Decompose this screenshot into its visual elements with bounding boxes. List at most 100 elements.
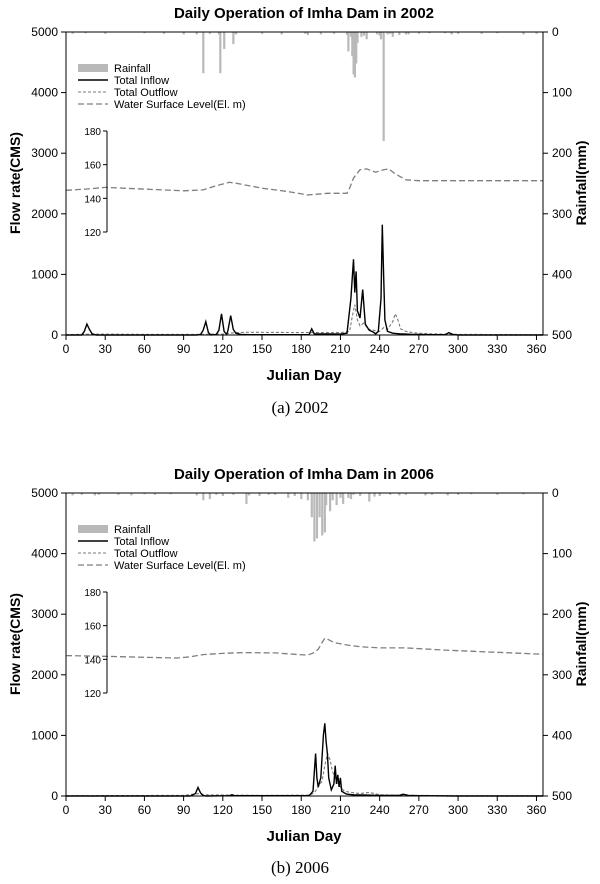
- rainfall-bar: [345, 32, 349, 36]
- rainfall-bar: [373, 493, 376, 497]
- x-tick-label: 90: [177, 803, 191, 817]
- rainfall-bar: [428, 32, 431, 34]
- rainfall-bar: [310, 493, 313, 518]
- y-tick-label: 2000: [31, 668, 58, 682]
- rainfall-bar: [342, 493, 345, 504]
- x-tick-label: 120: [213, 803, 233, 817]
- rainfall-bar: [365, 32, 368, 40]
- rainfall-bar: [300, 493, 303, 500]
- rainfall-bar: [130, 493, 133, 496]
- x-tick-label: 150: [252, 342, 272, 356]
- x-tick-label: 30: [99, 342, 113, 356]
- rainfall-bar: [117, 493, 120, 495]
- x-tick-label: 240: [370, 342, 390, 356]
- rainfall-bar: [223, 32, 226, 49]
- rainfall-bar: [347, 32, 350, 52]
- rainfall-bar: [219, 32, 222, 74]
- y-tick-label: 0: [51, 789, 58, 803]
- y2-tick-label: 0: [552, 486, 559, 500]
- rainfall-bar: [352, 32, 355, 75]
- x-axis-label: Julian Day: [266, 828, 342, 845]
- rainfall-bar: [71, 32, 74, 34]
- rainfall-bar: [457, 493, 460, 495]
- chart-2006: Daily Operation of Imha Dam in 2006 0 30 6…: [7, 466, 589, 845]
- rainfall-bar: [195, 32, 198, 35]
- y2-axis-label: Rainfall(mm): [573, 141, 589, 226]
- inset-tick-label: 120: [84, 689, 101, 700]
- legend-label: Total Inflow: [114, 75, 169, 87]
- rainfall-bar: [325, 493, 328, 506]
- rainfall-bar: [335, 493, 338, 506]
- rainfall-bar: [97, 493, 100, 495]
- rainfall-bar: [522, 493, 525, 495]
- y-tick-label: 2000: [31, 207, 58, 221]
- rainfall-bar: [360, 32, 363, 37]
- rainfall-bar: [71, 493, 74, 496]
- y2-tick-label: 0: [552, 25, 559, 39]
- rainfall-bar: [267, 493, 270, 495]
- rainfall-bar: [378, 32, 381, 36]
- legend-label: Total Inflow: [114, 536, 169, 548]
- rainfall-bar: [353, 32, 357, 78]
- rainfall-bar: [304, 32, 307, 34]
- rainfall-bar: [234, 32, 238, 35]
- rainfall-bar: [398, 493, 401, 496]
- rainfall-bar: [163, 32, 166, 34]
- y2-tick-label: 300: [552, 668, 572, 682]
- rainfall-bar: [424, 493, 427, 496]
- rainfall-bar: [535, 32, 538, 34]
- chart-title: Daily Operation of Imha Dam in 2002: [174, 5, 434, 22]
- rainfall-bar: [245, 493, 248, 504]
- rainfall-bar: [280, 32, 283, 35]
- y-tick-label: 1000: [31, 267, 58, 281]
- legend-label: Water Surface Level(El. m): [114, 560, 246, 572]
- x-tick-label: 90: [177, 342, 191, 356]
- series-line-total-outflow: [65, 304, 544, 336]
- y2-tick-label: 300: [552, 207, 572, 221]
- y-tick-label: 3000: [31, 607, 58, 621]
- rainfall-bar: [261, 32, 264, 34]
- plot-frame: [65, 31, 544, 336]
- inset-tick-label: 180: [84, 127, 101, 138]
- rainfall-bar: [331, 493, 334, 501]
- rainfall-bar: [208, 32, 211, 34]
- x-tick-label: 300: [448, 803, 468, 817]
- rainfall-bar: [332, 32, 336, 34]
- rainfall-bar: [457, 32, 460, 34]
- x-tick-label: 210: [330, 803, 350, 817]
- rainfall-bar: [319, 32, 323, 35]
- rainfall-bar: [404, 493, 407, 495]
- x-tick-label: 30: [99, 803, 113, 817]
- y2-tick-label: 200: [552, 607, 572, 621]
- x-tick-label: 270: [409, 803, 429, 817]
- x-tick-label: 330: [487, 803, 507, 817]
- legend-label: Total Outflow: [114, 548, 178, 560]
- x-tick-label: 240: [370, 803, 390, 817]
- rainfall-bar: [430, 493, 434, 495]
- rainfall-bar: [404, 32, 407, 35]
- rainfall-bar: [470, 493, 473, 495]
- y2-axis-label: Rainfall(mm): [573, 602, 589, 687]
- rainfall-bar: [379, 32, 383, 40]
- series-line-total-inflow: [66, 723, 543, 797]
- rainfall-bar: [306, 493, 309, 501]
- rainfall-bar: [232, 32, 235, 45]
- plot-area: 0 30 60 90 120 150 180 210 240 270 300 330 360010002…: [31, 25, 572, 356]
- rainfall-bar: [356, 32, 359, 43]
- y2-tick-label: 400: [552, 267, 572, 281]
- rainfall-bar: [359, 493, 362, 497]
- rainfall-bar: [215, 493, 218, 495]
- rainfall-bar: [287, 493, 290, 498]
- rainfall-bar: [247, 493, 251, 496]
- rainfall-bar: [328, 493, 332, 512]
- rainfall-bar: [232, 493, 235, 495]
- y-tick-label: 1000: [31, 728, 58, 742]
- rainfall-bar: [443, 32, 447, 34]
- plot-area: 0 30 60 90 120 150 180 210 240 270 300 330 360010002…: [31, 486, 572, 817]
- chart-2002: Daily Operation of Imha Dam in 2002 0 30 6…: [7, 5, 589, 384]
- rainfall-bar: [318, 493, 321, 518]
- x-tick-label: 0: [63, 342, 70, 356]
- rainfall-bar: [84, 32, 87, 34]
- legend-label: Rainfall: [114, 63, 151, 75]
